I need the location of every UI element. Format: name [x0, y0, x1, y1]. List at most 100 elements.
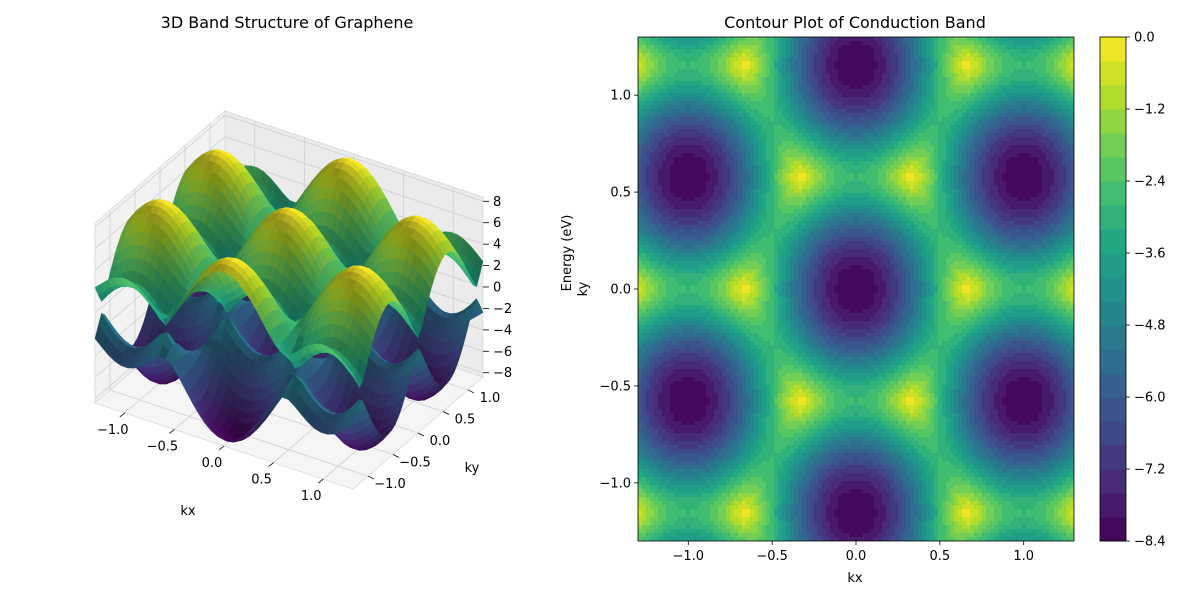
contour-cell — [962, 61, 967, 66]
contour-cell — [918, 73, 923, 78]
contour-cell — [890, 49, 895, 54]
contour-cell — [762, 45, 767, 50]
contour-cell — [766, 57, 771, 62]
contour-cell — [1002, 65, 1007, 70]
contour-cell — [710, 45, 715, 50]
contour-cell — [1062, 37, 1067, 42]
contour-cell — [686, 57, 691, 62]
contour-cell — [782, 85, 787, 90]
contour-cell — [1022, 45, 1027, 50]
contour-cell — [854, 81, 859, 86]
contour-cell — [666, 81, 671, 86]
contour-cell — [678, 93, 683, 98]
contour-cell — [694, 69, 699, 74]
contour-cell — [750, 53, 755, 58]
contour-cell — [646, 81, 651, 86]
contour-cell — [858, 77, 863, 82]
contour-cell — [982, 57, 987, 62]
contour-cell — [950, 77, 955, 82]
contour-cell — [790, 69, 795, 74]
contour-cell — [786, 73, 791, 78]
contour-cell — [1046, 93, 1051, 98]
contour-cell — [662, 41, 667, 46]
contour-cell — [894, 57, 899, 62]
contour-cell — [1026, 49, 1031, 54]
contour-cell — [942, 45, 947, 50]
contour-cell — [1050, 77, 1055, 82]
contour-cell — [646, 65, 651, 70]
contour-cell — [826, 53, 831, 58]
contour-cell — [798, 97, 803, 102]
contour-cell — [986, 57, 991, 62]
contour-cell — [726, 97, 731, 102]
contour-cell — [978, 57, 983, 62]
contour-cell — [850, 61, 855, 66]
contour-cell — [670, 57, 675, 62]
contour-cell — [886, 81, 891, 86]
contour-cell — [802, 53, 807, 58]
contour-cell — [814, 73, 819, 78]
contour-cell — [926, 97, 931, 102]
contour-cell — [1022, 57, 1027, 62]
contour-cell — [706, 45, 711, 50]
contour-cell — [1066, 77, 1071, 82]
contour-cell — [770, 41, 775, 46]
contour-cell — [1042, 85, 1047, 90]
contour-cell — [714, 85, 719, 90]
contour-cell — [874, 49, 879, 54]
contour-cell — [1022, 73, 1027, 78]
contour-cell — [790, 89, 795, 94]
contour-cell — [706, 85, 711, 90]
contour-cell — [1054, 37, 1059, 42]
contour-cell — [682, 97, 687, 102]
contour-cell — [906, 93, 911, 98]
contour-cell — [894, 65, 899, 70]
contour-cell — [942, 41, 947, 46]
contour-cell — [810, 93, 815, 98]
contour-cell — [806, 37, 811, 42]
contour-cell — [870, 45, 875, 50]
contour-cell — [774, 89, 779, 94]
contour-cell — [662, 61, 667, 66]
contour-cell — [726, 49, 731, 54]
contour-cell — [802, 57, 807, 62]
contour-cell — [698, 93, 703, 98]
contour-cell — [926, 69, 931, 74]
contour-cell — [766, 41, 771, 46]
contour-cell — [810, 49, 815, 54]
contour-cell — [790, 81, 795, 86]
contour-cell — [722, 85, 727, 90]
contour-cell — [758, 69, 763, 74]
contour-cell — [898, 65, 903, 70]
contour-cell — [1002, 37, 1007, 42]
contour-cell — [922, 45, 927, 50]
contour-cell — [674, 89, 679, 94]
contour-cell — [910, 73, 915, 78]
contour-cell — [962, 37, 967, 42]
contour-cell — [1062, 81, 1067, 86]
contour-cell — [1038, 61, 1043, 66]
contour-cell — [906, 85, 911, 90]
contour-cell — [782, 73, 787, 78]
contour-cell — [934, 93, 939, 98]
contour-cell — [990, 73, 995, 78]
contour-cell — [1026, 73, 1031, 78]
contour-cell — [686, 69, 691, 74]
contour-cell — [1034, 73, 1039, 78]
contour-cell — [918, 85, 923, 90]
contour-cell — [698, 97, 703, 102]
contour-cell — [702, 53, 707, 58]
contour-cell — [1046, 73, 1051, 78]
contour-cell — [862, 81, 867, 86]
contour-cell — [818, 45, 823, 50]
contour-cell — [966, 69, 971, 74]
contour-cell — [698, 73, 703, 78]
contour-cell — [1002, 93, 1007, 98]
contour-cell — [878, 41, 883, 46]
contour-cell — [658, 57, 663, 62]
contour-cell — [730, 65, 735, 70]
contour-cell — [706, 73, 711, 78]
contour-cell — [1050, 93, 1055, 98]
contour-cell — [898, 49, 903, 54]
contour-cell — [726, 57, 731, 62]
